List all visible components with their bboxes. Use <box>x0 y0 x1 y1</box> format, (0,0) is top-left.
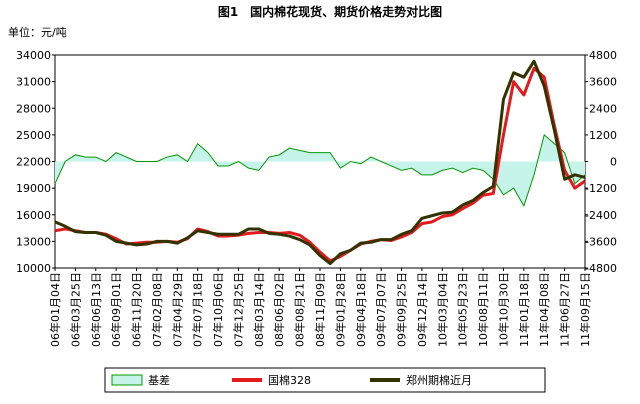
x-tick-label: 09年04月18日 <box>354 272 368 347</box>
x-tick-label: 08年03月14日 <box>252 272 266 347</box>
y-tick-label: 13000 <box>16 235 51 248</box>
y-tick-label: 28000 <box>16 102 51 115</box>
legend-label: 基差 <box>148 373 170 387</box>
y-tick-label: 34000 <box>16 49 51 62</box>
x-tick-label: 09年12月14日 <box>415 272 429 347</box>
y-tick-label: 25000 <box>16 129 51 142</box>
x-tick-label: 10年05月23日 <box>456 272 470 347</box>
x-tick-label: 07年04月29日 <box>170 272 184 347</box>
x-tick-label: 10年08月11日 <box>476 272 490 347</box>
y-tick-label: 31000 <box>16 76 51 89</box>
x-tick-label: 10年10月30日 <box>496 272 510 347</box>
x-tick-label: 07年07月18日 <box>191 272 205 347</box>
x-tick-label: 08年11月09日 <box>313 272 327 347</box>
y2-tick-label: -4800 <box>585 262 617 275</box>
y-tick-label: 10000 <box>16 262 51 275</box>
x-tick-label: 09年01月28日 <box>333 272 347 347</box>
series-line <box>54 66 586 263</box>
x-tick-label: 09年07月07日 <box>374 272 388 347</box>
y2-tick-label: 2400 <box>589 102 617 115</box>
y-tick-label: 19000 <box>16 182 51 195</box>
x-tick-label: 11年01月18日 <box>517 272 531 347</box>
y2-tick-label: -3600 <box>585 235 617 248</box>
y2-tick-label: -1200 <box>585 182 617 195</box>
legend-label: 郑州期棉近月 <box>406 373 472 387</box>
basis-line <box>54 133 586 208</box>
basis-area <box>55 134 585 206</box>
x-tick-label: 08年06月02日 <box>272 272 286 347</box>
x-tick-label: 07年12月25日 <box>231 272 245 347</box>
x-tick-label: 11年09月15日 <box>578 272 592 347</box>
chart-title: 图1 国内棉花现货、期货价格走势对比图 <box>218 4 442 19</box>
legend-label: 国棉328 <box>268 373 311 387</box>
x-tick-label: 06年03月25日 <box>68 272 82 347</box>
x-tick-label: 06年09月01日 <box>109 272 123 347</box>
x-tick-label: 06年06月13日 <box>89 272 103 347</box>
x-tick-label: 07年10月06日 <box>211 272 225 347</box>
y2-tick-label: -2400 <box>585 209 617 222</box>
unit-label: 单位：元/吨 <box>8 25 67 39</box>
y-tick-label: 16000 <box>16 209 51 222</box>
legend-swatch <box>111 374 143 386</box>
x-tick-label: 07年02月08日 <box>150 272 164 347</box>
x-tick-label: 11年06月27日 <box>558 272 572 347</box>
x-tick-label: 11年04月08日 <box>537 272 551 347</box>
y2-tick-label: 4800 <box>589 49 617 62</box>
y2-tick-label: 0 <box>610 156 617 169</box>
y-tick-label: 22000 <box>16 156 51 169</box>
legend-box <box>104 367 546 393</box>
x-tick-label: 09年09月25日 <box>395 272 409 347</box>
y2-tick-label: 1200 <box>589 129 617 142</box>
x-tick-label: 08年08月21日 <box>293 272 307 347</box>
series-line <box>54 59 586 266</box>
x-tick-label: 06年01月04日 <box>48 272 62 347</box>
x-tick-label: 10年03月04日 <box>435 272 449 347</box>
y2-tick-label: 3600 <box>589 76 617 89</box>
x-tick-label: 06年11月20日 <box>130 272 144 347</box>
